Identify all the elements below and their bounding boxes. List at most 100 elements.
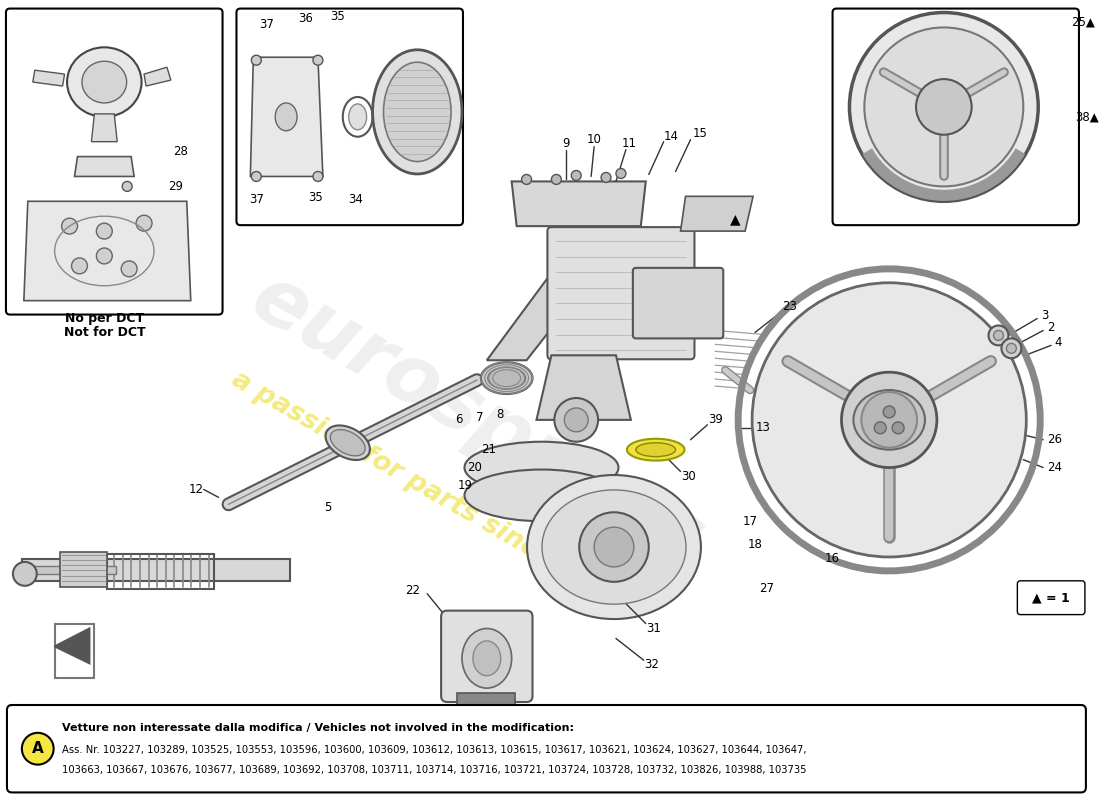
Circle shape — [916, 79, 971, 134]
Text: 33: 33 — [430, 743, 444, 756]
Text: 5: 5 — [324, 501, 331, 514]
Text: 17: 17 — [742, 514, 758, 528]
Text: 8: 8 — [496, 409, 504, 422]
Circle shape — [521, 174, 531, 185]
Polygon shape — [33, 70, 65, 86]
Text: 32: 32 — [645, 658, 659, 670]
Text: 13: 13 — [756, 422, 770, 434]
FancyBboxPatch shape — [548, 227, 694, 359]
Circle shape — [121, 261, 138, 277]
Circle shape — [314, 55, 323, 65]
Circle shape — [989, 326, 1009, 346]
Ellipse shape — [854, 390, 925, 450]
Text: 21: 21 — [482, 443, 496, 456]
Text: 11: 11 — [621, 137, 637, 150]
Bar — [22, 566, 117, 574]
Text: 35: 35 — [330, 10, 345, 23]
Text: 15: 15 — [693, 127, 708, 140]
Text: 16: 16 — [825, 553, 840, 566]
Ellipse shape — [462, 629, 512, 688]
Ellipse shape — [481, 362, 532, 394]
Circle shape — [892, 422, 904, 434]
FancyBboxPatch shape — [632, 268, 724, 338]
Circle shape — [849, 13, 1038, 202]
Text: 9: 9 — [562, 137, 570, 150]
Text: eurospares: eurospares — [236, 259, 717, 581]
Text: 10: 10 — [586, 134, 602, 146]
Text: 14: 14 — [664, 130, 679, 143]
Text: 31: 31 — [647, 622, 661, 635]
Circle shape — [842, 372, 937, 467]
FancyBboxPatch shape — [441, 610, 532, 702]
Circle shape — [993, 330, 1003, 340]
Circle shape — [122, 182, 132, 191]
Text: ▲ = 1: ▲ = 1 — [1032, 591, 1070, 604]
Circle shape — [874, 422, 887, 434]
Text: 39: 39 — [708, 414, 723, 426]
Circle shape — [616, 169, 626, 178]
Ellipse shape — [627, 438, 684, 461]
Text: 34: 34 — [349, 193, 363, 206]
Circle shape — [752, 282, 1026, 557]
Bar — [59, 552, 108, 586]
Text: 27: 27 — [759, 582, 774, 595]
Text: 37: 37 — [249, 193, 264, 206]
Circle shape — [601, 173, 610, 182]
Polygon shape — [55, 629, 89, 663]
Circle shape — [861, 392, 917, 448]
Polygon shape — [681, 196, 754, 231]
Circle shape — [883, 406, 895, 418]
Text: 6: 6 — [455, 414, 463, 426]
Ellipse shape — [349, 104, 366, 130]
Text: 30: 30 — [681, 470, 696, 483]
Polygon shape — [512, 182, 646, 226]
Text: Vetture non interessate dalla modifica / Vehicles not involved in the modificati: Vetture non interessate dalla modifica /… — [62, 723, 573, 733]
Circle shape — [865, 27, 1023, 186]
Ellipse shape — [343, 97, 373, 137]
Text: 22: 22 — [405, 584, 420, 598]
Circle shape — [580, 512, 649, 582]
Circle shape — [314, 171, 323, 182]
Text: 29: 29 — [168, 180, 184, 193]
Text: 37: 37 — [258, 18, 274, 31]
Circle shape — [564, 408, 589, 432]
FancyBboxPatch shape — [833, 9, 1079, 225]
Text: 103663, 103667, 103676, 103677, 103689, 103692, 103708, 103711, 103714, 103716, : 103663, 103667, 103676, 103677, 103689, … — [62, 765, 806, 774]
Circle shape — [72, 258, 87, 274]
Text: No per DCT: No per DCT — [65, 312, 144, 325]
Circle shape — [62, 218, 77, 234]
Circle shape — [252, 55, 262, 65]
Circle shape — [97, 248, 112, 264]
Bar — [456, 711, 515, 723]
Text: a passion for parts since 1985: a passion for parts since 1985 — [227, 366, 628, 613]
FancyBboxPatch shape — [236, 9, 463, 225]
Circle shape — [1001, 338, 1021, 358]
Text: 24: 24 — [1047, 461, 1063, 474]
Ellipse shape — [326, 426, 370, 460]
Text: A: A — [32, 742, 44, 756]
Circle shape — [97, 223, 112, 239]
Text: 26: 26 — [1047, 434, 1063, 446]
Polygon shape — [487, 246, 616, 360]
Ellipse shape — [67, 47, 142, 117]
Circle shape — [13, 562, 36, 586]
Text: 19: 19 — [458, 479, 473, 492]
Ellipse shape — [464, 442, 618, 494]
Circle shape — [136, 215, 152, 231]
FancyBboxPatch shape — [6, 9, 222, 314]
Text: 35: 35 — [309, 191, 323, 204]
Text: 7: 7 — [476, 411, 484, 424]
Text: 20: 20 — [468, 461, 482, 474]
Ellipse shape — [636, 442, 675, 457]
Text: 2: 2 — [1047, 321, 1055, 334]
Circle shape — [22, 733, 54, 765]
Ellipse shape — [473, 641, 500, 676]
Text: 23: 23 — [782, 300, 797, 313]
Polygon shape — [251, 58, 323, 177]
Text: 38▲: 38▲ — [1075, 110, 1099, 123]
Text: 3: 3 — [1042, 309, 1049, 322]
Polygon shape — [91, 114, 118, 142]
Text: Ass. Nr. 103227, 103289, 103525, 103553, 103596, 103600, 103609, 103612, 103613,: Ass. Nr. 103227, 103289, 103525, 103553,… — [62, 745, 806, 754]
Ellipse shape — [487, 367, 526, 389]
Ellipse shape — [330, 430, 365, 456]
